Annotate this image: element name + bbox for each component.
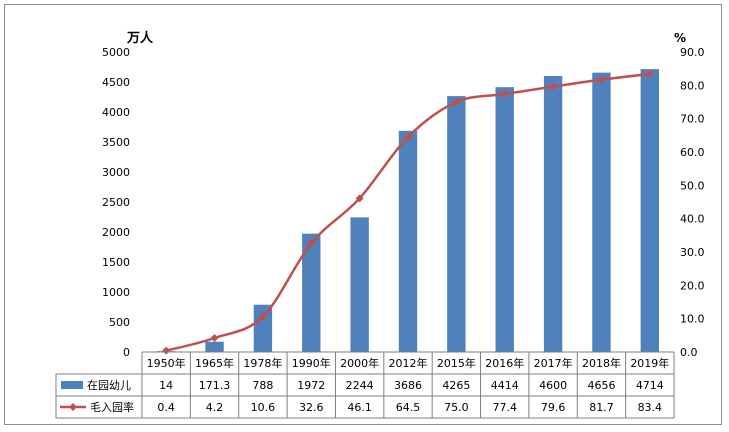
bar [640,69,660,352]
legend-label-bar: 在园幼儿 [87,379,131,392]
legend-marker-line [69,403,77,411]
left-tick-label: 1500 [102,256,130,269]
left-tick-label: 3000 [102,166,130,179]
bar-value-label: 2244 [346,379,374,392]
line-value-label: 75.0 [444,401,469,414]
bar-value-label: 4600 [539,379,567,392]
line-marker [258,312,267,321]
bar-value-label: 171.3 [199,379,231,392]
left-tick-label: 1000 [102,286,130,299]
right-axis-ticks: 0.0 10.0 20.0 30.0 40.0 50.0 60.0 70.0 80.0 90.0 [680,46,705,359]
line-value-label: 46.1 [347,401,372,414]
legend-swatch-bar [61,381,83,389]
left-tick-label: 500 [109,316,130,329]
left-tick-label: 2000 [102,226,130,239]
category-label: 2016年 [485,356,524,370]
left-axis-ticks: 0 500 1000 1500 2000 2500 3000 3500 4000 4500 5000 [102,46,130,359]
bar [302,233,321,352]
left-tick-label: 4000 [102,106,130,119]
right-tick-label: 10.0 [680,313,705,326]
bar-value-label: 788 [252,379,273,392]
bar [495,87,514,352]
right-tick-label: 70.0 [680,113,705,126]
left-tick-label: 4500 [102,76,130,89]
left-tick-label: 5000 [102,46,130,59]
bar-value-label: 4265 [442,379,470,392]
line-path [165,72,650,352]
right-tick-label: 80.0 [680,79,705,92]
line-value-label: 32.6 [299,401,324,414]
right-tick-label: 90.0 [680,46,705,59]
bar-value-label: 14 [159,379,173,392]
bar-series [156,69,660,352]
left-axis-unit: 万人 [126,30,154,46]
line-value-label: 0.4 [157,401,175,414]
category-label: 2012年 [389,356,428,370]
line-value-label: 10.6 [251,401,276,414]
right-tick-label: 0.0 [680,346,698,359]
bar [205,341,224,352]
bar-value-label: 4414 [491,379,519,392]
bar [447,96,466,352]
line-marker [210,334,219,342]
bar [592,72,611,352]
line-marker [307,239,316,248]
category-label: 2017年 [534,356,573,370]
bar [398,130,418,352]
category-label: 2015年 [437,356,476,370]
chart-frame [4,4,722,425]
line-value-label: 64.5 [396,401,421,414]
category-label: 1950年 [147,356,186,370]
line-marker [645,70,654,78]
line-marker [549,82,558,91]
right-tick-label: 30.0 [680,246,705,259]
right-tick-label: 20.0 [680,279,705,292]
line-value-label: 81.7 [589,401,614,414]
bar-value-label: 4714 [636,379,664,392]
line-marker [162,346,171,355]
left-tick-label: 3500 [102,136,130,149]
bar [253,304,273,352]
category-label: 1990年 [292,356,331,370]
line-series [162,70,654,355]
category-label: 2018年 [582,356,621,370]
line-value-label: 83.4 [638,401,663,414]
data-table: 1950年 1965年 1978年 1990年 2000年 2012年 2015年 2016年… [55,351,675,419]
right-tick-label: 50.0 [680,179,705,192]
line-value-label: 4.2 [206,401,224,414]
legend-label-line: 毛入园率 [90,400,134,414]
line-value-label: 79.6 [541,401,566,414]
line-value-label: 77.4 [492,401,517,414]
left-tick-label: 0 [123,346,130,359]
category-label: 2019年 [630,356,669,370]
bar-value-label: 4656 [587,379,615,392]
line-marker [452,98,461,106]
bar [350,217,369,352]
line-marker [355,194,364,203]
left-tick-label: 2500 [102,196,130,209]
bar-value-label: 1972 [297,379,325,392]
category-label: 2000年 [340,356,379,370]
line-marker [500,90,509,98]
category-label: 1978年 [243,356,282,370]
bar [543,76,563,352]
right-tick-label: 60.0 [680,146,705,159]
right-axis-unit: % [674,31,686,45]
right-tick-label: 40.0 [680,213,705,226]
bar-value-label: 3686 [394,379,422,392]
line-marker [404,133,412,141]
line-marker [597,75,606,84]
category-label: 1965年 [195,356,234,370]
